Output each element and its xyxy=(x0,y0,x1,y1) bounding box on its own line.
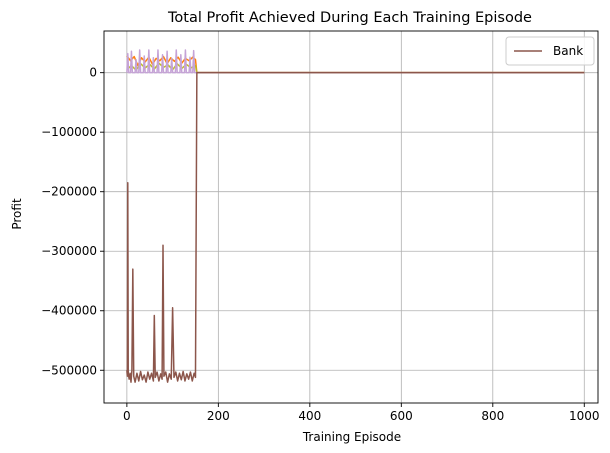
y-tick-label: −500000 xyxy=(41,363,97,377)
legend: Bank xyxy=(505,36,595,66)
series-line-bank xyxy=(126,71,585,383)
ticks: 0 200 400 600 800 1000 0 −100000 −200000 −300000 −… xyxy=(41,66,599,423)
series-layer xyxy=(126,49,585,383)
x-tick-label: 400 xyxy=(298,409,321,423)
y-tick-label: 0 xyxy=(89,66,97,80)
y-tick-label: −100000 xyxy=(41,125,97,139)
chart-title: Total Profit Achieved During Each Traini… xyxy=(167,10,532,26)
x-tick-label: 1000 xyxy=(569,409,600,423)
axes-frame xyxy=(103,30,599,404)
y-tick-label: −400000 xyxy=(41,304,97,318)
y-axis-label: Profit xyxy=(10,198,24,230)
y-tick-label: −300000 xyxy=(41,244,97,258)
y-tick-label: −200000 xyxy=(41,185,97,199)
legend-box xyxy=(505,36,595,66)
series-line-unlabeled-3 xyxy=(126,49,585,74)
x-tick-label: 0 xyxy=(123,409,131,423)
x-tick-label: 800 xyxy=(481,409,504,423)
grid-lines xyxy=(104,31,598,403)
x-tick-label: 600 xyxy=(390,409,413,423)
legend-label-bank: Bank xyxy=(553,44,583,58)
x-tick-label: 200 xyxy=(207,409,230,423)
x-axis-label: Training Episode xyxy=(302,430,401,444)
